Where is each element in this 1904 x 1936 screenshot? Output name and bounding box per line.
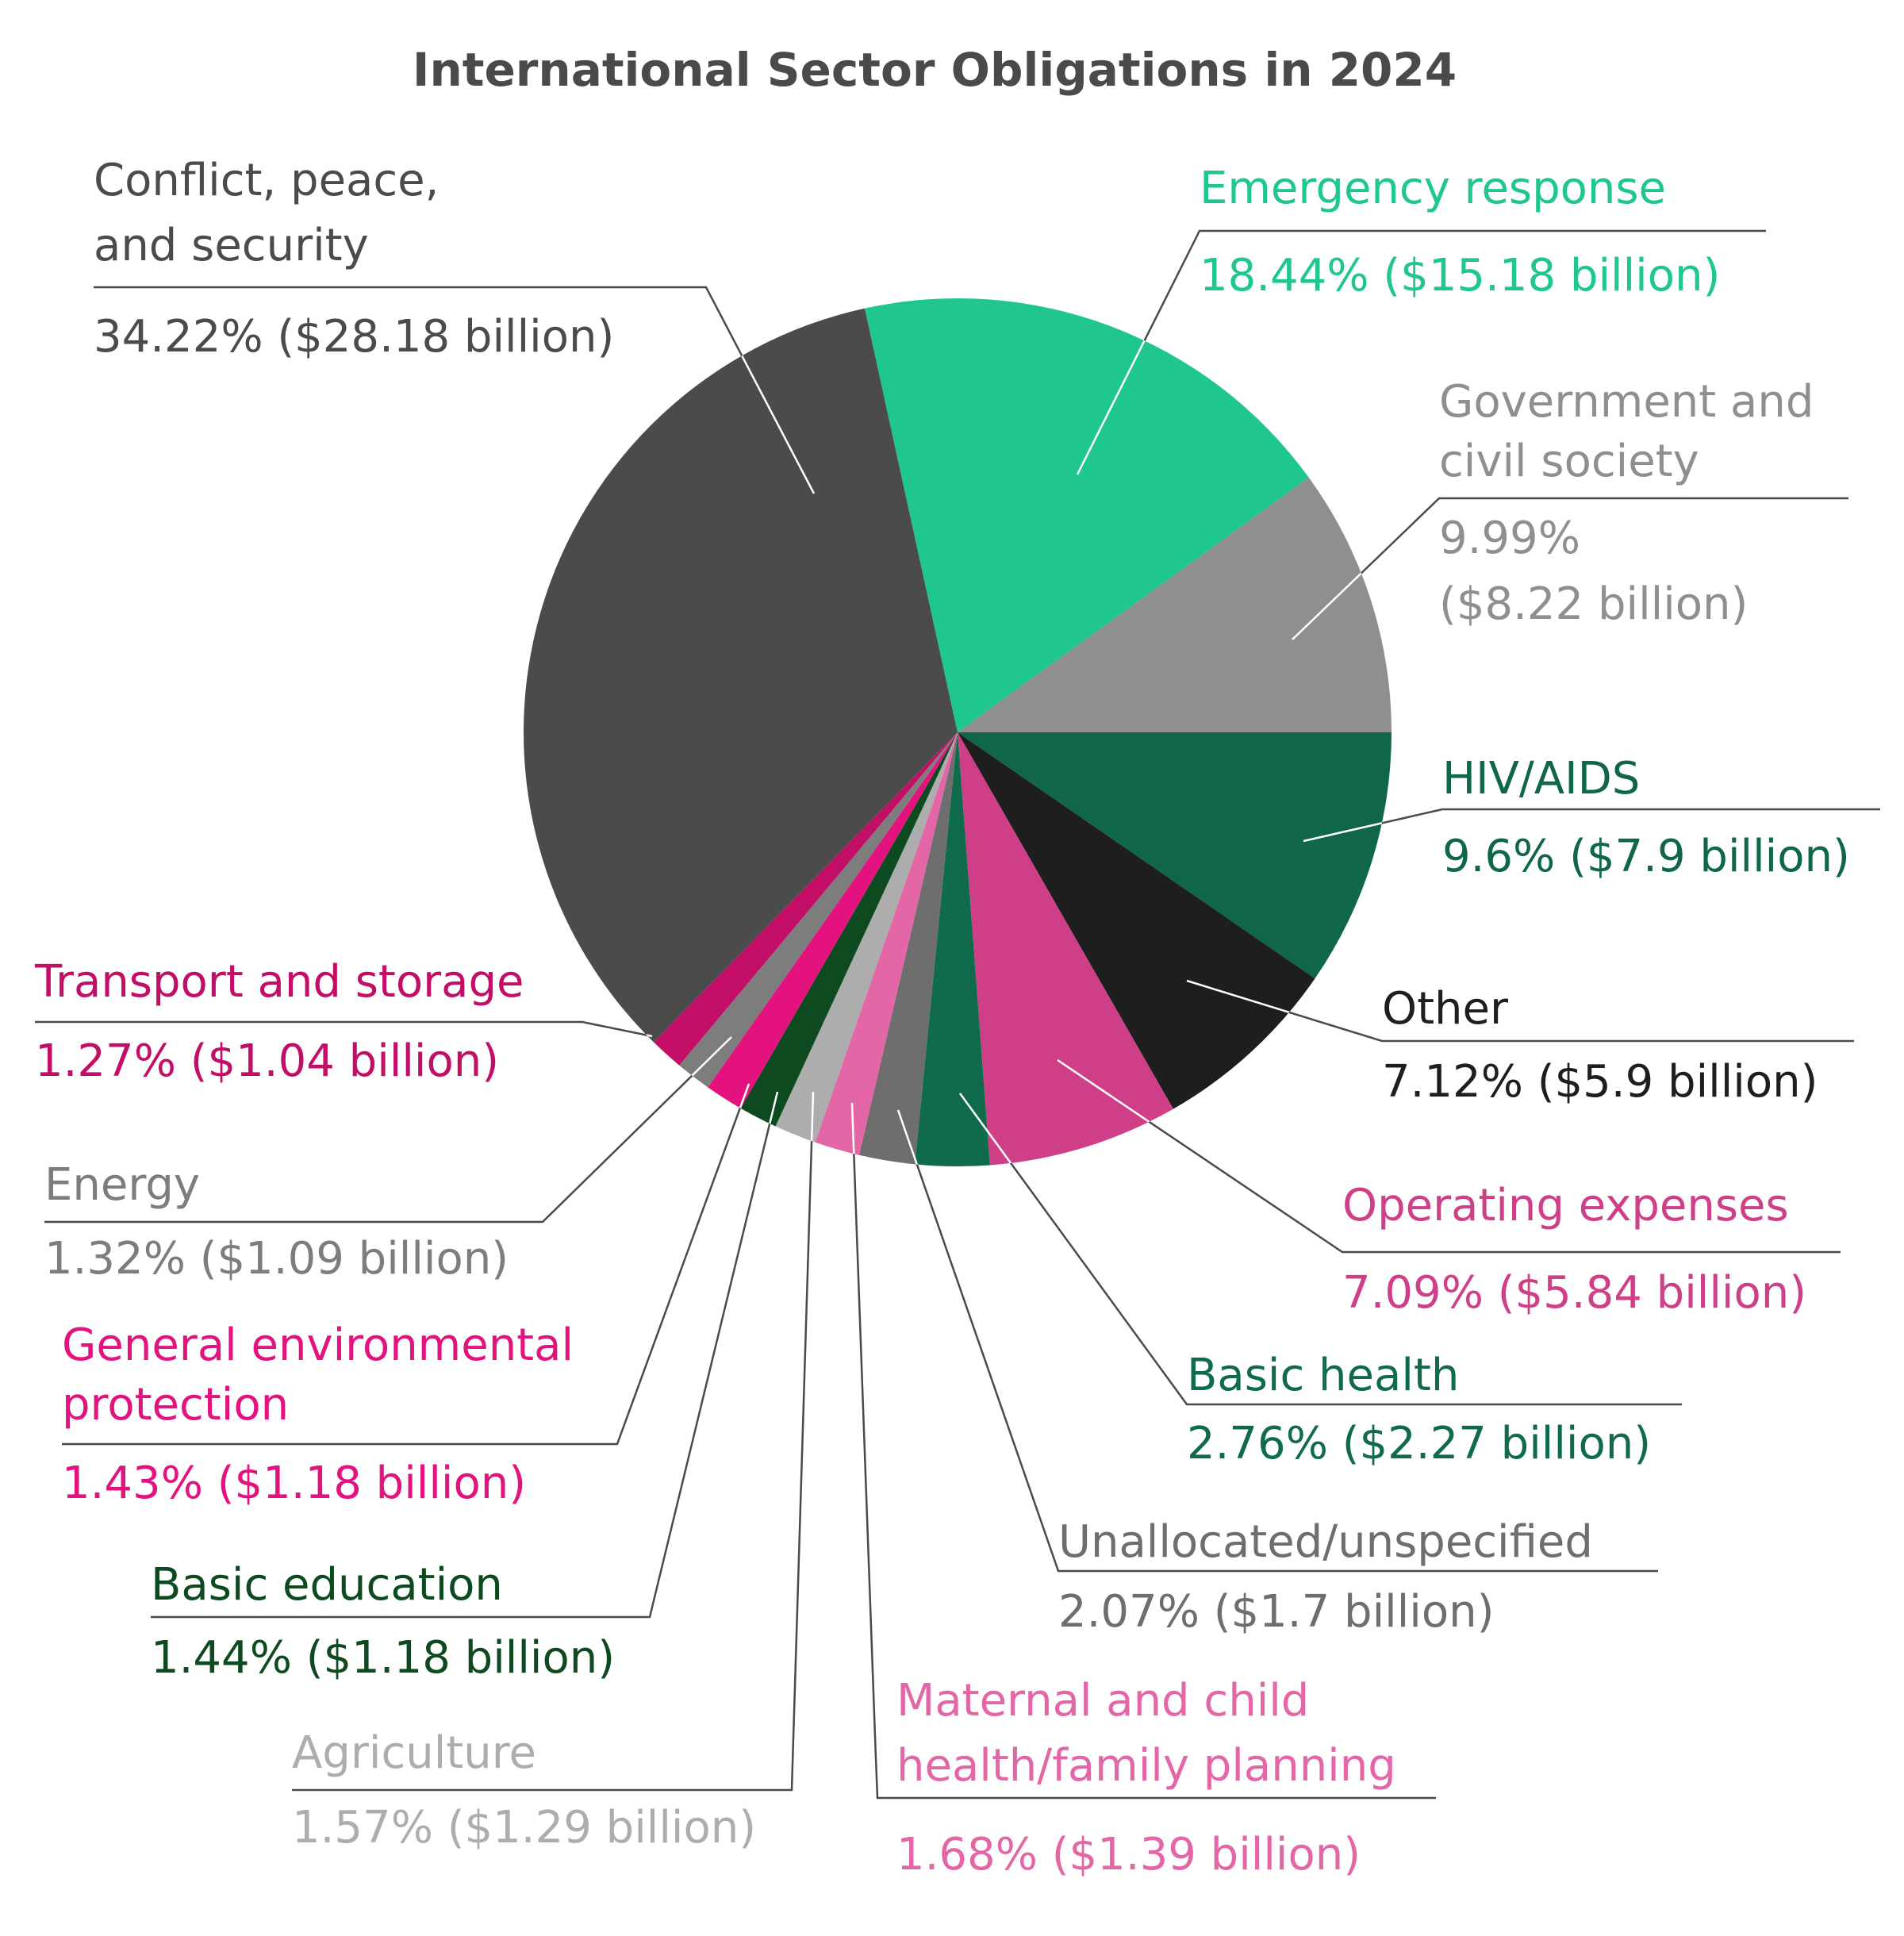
leader-line-agriculture (524, 1091, 815, 1166)
leader-line-outer-general-environmental-protection (62, 1083, 750, 1446)
pie-slice-basic-education (740, 732, 958, 1127)
slice-label-general-environmental-protection: General environmental protection (62, 1319, 574, 1431)
pie-slice-conflict-peace-and-security (523, 308, 958, 1043)
leader-line-outer-transport-and-storage (35, 1020, 653, 1038)
leader-line-outer-energy (44, 1036, 732, 1223)
slice-value-operating-expenses: 7.09% ($5.84 billion) (1342, 1267, 1806, 1319)
leader-line-outer-basic-education (151, 1091, 779, 1619)
slice-label-operating-expenses: Operating expenses (1342, 1180, 1789, 1231)
slice-value-other: 7.12% ($5.9 billion) (1382, 1056, 1818, 1108)
leader-line-outer-operating-expenses (1057, 1058, 1841, 1254)
slice-label-agriculture: Agriculture (292, 1727, 536, 1779)
slice-value-energy: 1.32% ($1.09 billion) (44, 1233, 509, 1285)
pie-slice-operating-expenses (958, 732, 1173, 1166)
slice-value-emergency-response: 18.44% ($15.18 billion) (1200, 250, 1720, 302)
slice-label-basic-education: Basic education (151, 1559, 503, 1611)
slice-value-basic-health: 2.76% ($2.27 billion) (1187, 1418, 1651, 1469)
slice-value-maternal-and-child-health-family-planning: 1.68% ($1.39 billion) (896, 1829, 1361, 1880)
leader-line-hiv-aids (1303, 808, 1392, 843)
leader-lines (35, 229, 1880, 1800)
pie-slice-other (958, 732, 1315, 1109)
slice-label-basic-health: Basic health (1187, 1350, 1459, 1401)
slice-label-maternal-and-child-health-family-planning: Maternal and child health/family planning (896, 1675, 1396, 1792)
pie-slice-energy (679, 732, 958, 1088)
pie-slice-government-and-civil-society (958, 477, 1392, 732)
leader-line-outer-basic-health (958, 1093, 1682, 1406)
slice-value-hiv-aids: 9.6% ($7.9 billion) (1442, 831, 1850, 882)
leader-line-outer-agriculture (292, 1091, 815, 1792)
slice-label-unallocated-unspecified: Unallocated/unspecified (1058, 1516, 1593, 1568)
leader-line-outer-maternal-and-child-health-family-planning (850, 1102, 1436, 1800)
leader-line-government-and-civil-society (1292, 497, 1392, 640)
pie-slice-hiv-aids (958, 732, 1392, 979)
leader-line-transport-and-storage (524, 1020, 653, 1038)
pie-slice-transport-and-storage (653, 732, 958, 1066)
slice-value-unallocated-unspecified: 2.07% ($1.7 billion) (1058, 1586, 1494, 1638)
leader-line-emergency-response (1076, 298, 1392, 475)
slice-label-hiv-aids: HIV/AIDS (1442, 753, 1640, 805)
leader-line-conflict-peace-and-security (524, 298, 816, 494)
pie-slice-unallocated-unspecified (858, 732, 958, 1165)
chart-title: International Sector Obligations in 2024 (413, 43, 1457, 97)
slice-value-transport-and-storage: 1.27% ($1.04 billion) (35, 1035, 499, 1087)
pie-slice-emergency-response (865, 298, 1309, 732)
slice-value-government-and-civil-society: 9.99% ($8.22 billion) (1439, 513, 1748, 630)
slice-label-conflict-peace-and-security: Conflict, peace, and security (94, 155, 439, 271)
slice-value-agriculture: 1.57% ($1.29 billion) (292, 1802, 756, 1853)
slice-labels: HIV/AIDS 9.6% ($7.9 billion) Other 7.12% ($… (34, 155, 1850, 1880)
slice-label-other: Other (1382, 983, 1509, 1035)
pie-slice-maternal-and-child-health-family-planning (815, 732, 958, 1155)
pie-slice-agriculture (775, 732, 958, 1143)
slice-value-conflict-peace-and-security: 34.22% ($28.18 billion) (94, 311, 614, 363)
slice-value-basic-education: 1.44% ($1.18 billion) (151, 1632, 615, 1684)
pie-slice-basic-health (915, 732, 990, 1166)
slice-value-general-environmental-protection: 1.43% ($1.18 billion) (62, 1458, 526, 1509)
slice-label-government-and-civil-society: Government and civil society (1439, 376, 1814, 487)
leader-line-outer-unallocated-unspecified (896, 1109, 1658, 1573)
pie-slices (523, 298, 1392, 1166)
slice-label-transport-and-storage: Transport and storage (34, 956, 524, 1008)
slice-label-emergency-response: Emergency response (1200, 163, 1666, 214)
pie-slice-general-environmental-protection (708, 732, 958, 1108)
slice-label-energy: Energy (44, 1159, 200, 1211)
